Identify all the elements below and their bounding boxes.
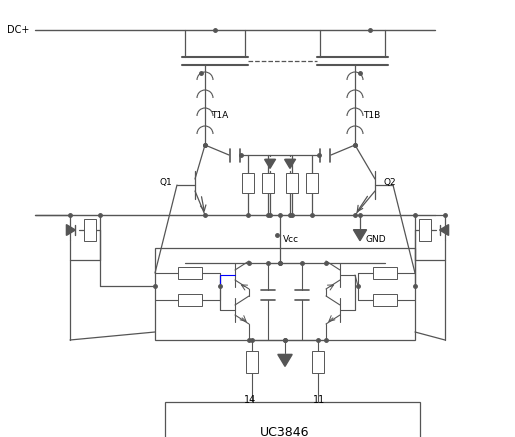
Polygon shape: [265, 160, 276, 168]
Text: DC+: DC+: [7, 25, 29, 35]
Bar: [306, 173, 318, 193]
Polygon shape: [440, 225, 449, 236]
Text: Q1: Q1: [160, 177, 173, 187]
Bar: [262, 173, 274, 193]
Bar: [312, 351, 324, 373]
Bar: [246, 351, 258, 373]
Text: Q2: Q2: [383, 177, 396, 187]
Bar: [373, 294, 397, 306]
Polygon shape: [66, 225, 75, 236]
Bar: [84, 219, 96, 241]
Bar: [178, 267, 202, 279]
Bar: [155, 248, 415, 340]
Text: T1A: T1A: [211, 111, 228, 119]
Text: 11: 11: [313, 395, 325, 405]
Bar: [242, 173, 254, 193]
Text: T1B: T1B: [363, 111, 380, 119]
Polygon shape: [285, 160, 296, 168]
Polygon shape: [353, 230, 367, 241]
Bar: [165, 402, 420, 437]
Bar: [286, 173, 298, 193]
Text: GND: GND: [365, 236, 386, 244]
Bar: [419, 219, 431, 241]
Text: Vcc: Vcc: [283, 236, 299, 244]
Polygon shape: [278, 354, 292, 366]
Bar: [178, 294, 202, 306]
Text: 14: 14: [244, 395, 256, 405]
Text: UC3846: UC3846: [260, 427, 310, 437]
Bar: [373, 267, 397, 279]
